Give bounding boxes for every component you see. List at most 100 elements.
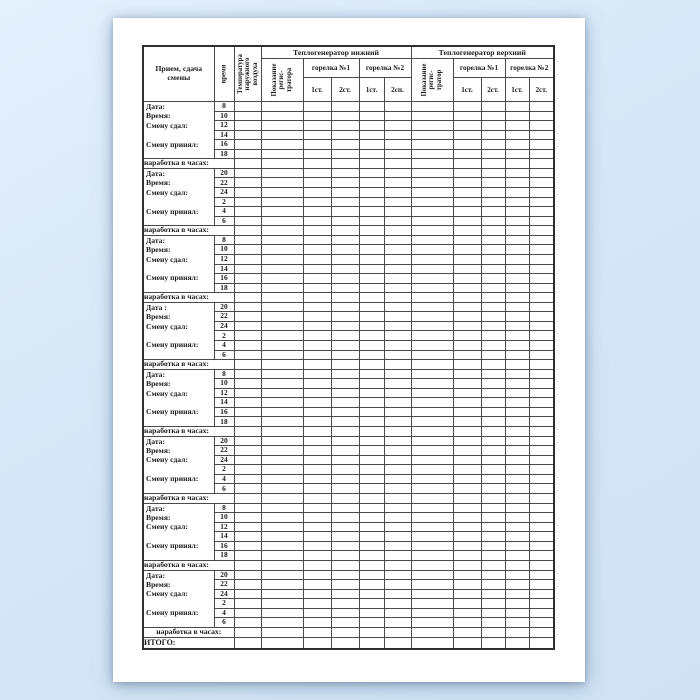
entry-cell (260, 512, 304, 523)
entry-cell (410, 129, 454, 141)
entry-cell (302, 406, 332, 418)
header-burner1-upper: горелка №1 (452, 58, 506, 78)
entry-cell (330, 493, 360, 504)
hour-cell: 12 (213, 521, 235, 533)
entry-cell (504, 483, 530, 495)
entry-cell (358, 301, 385, 313)
entry-cell (260, 378, 304, 389)
entry-cell (452, 177, 482, 189)
shift-data-row: 24 (143, 588, 555, 600)
entry-cell (260, 320, 304, 332)
shift-data-row: Дата: Время: Смену сдал: Смену принял: 8 (142, 100, 555, 160)
entry-cell (302, 148, 332, 160)
header-recorder-upper-label: Показание регис- тратор (420, 63, 443, 97)
entry-cell (410, 626, 454, 638)
entry-cell (260, 330, 304, 341)
entry-cell (330, 626, 360, 638)
entry-cell (480, 187, 506, 198)
entry-cell (480, 292, 506, 303)
entry-cell (410, 273, 454, 284)
hour-cell: 16 (213, 540, 235, 552)
entry-cell (233, 406, 262, 418)
shift-data-row: 12 (143, 253, 555, 265)
runtime-row: наработка в часах: (142, 359, 555, 370)
hour-cell: 8 (213, 502, 235, 514)
entry-cell (410, 359, 454, 370)
entry-cell (260, 607, 304, 619)
entry-cell (260, 617, 304, 628)
entry-cell (330, 148, 360, 160)
shift-line-label: Время: (146, 178, 171, 188)
hour-cell: 14 (213, 263, 235, 275)
entry-cell (330, 531, 360, 542)
entry-cell (480, 340, 506, 351)
hour-cell: 10 (213, 512, 235, 523)
entry-cell (480, 483, 506, 495)
entry-cell (330, 607, 360, 619)
entry-cell (233, 330, 262, 341)
entry-cell (480, 101, 506, 112)
entry-cell (383, 167, 412, 179)
runtime-row: наработка в часах: (142, 493, 555, 504)
entry-cell (302, 531, 332, 542)
entry-cell (410, 187, 454, 198)
entry-cell (452, 120, 482, 131)
entry-cell (452, 550, 482, 561)
entry-cell (480, 110, 506, 122)
entry-cell (233, 340, 262, 351)
shift-info-cell: Дата: Время: Смену сдал: Смену принял: (142, 502, 215, 561)
header-burner2-upper: горелка №2 (504, 58, 555, 78)
shift-data-row: 22 (143, 311, 555, 322)
entry-cell (302, 330, 332, 341)
entry-cell (528, 359, 555, 370)
entry-cell (302, 311, 332, 322)
entry-cell (528, 196, 555, 208)
entry-cell (260, 569, 304, 581)
entry-cell (383, 569, 412, 581)
entry-cell (480, 273, 506, 284)
entry-cell (452, 244, 482, 255)
entry-cell (383, 521, 412, 533)
entry-cell (358, 607, 385, 619)
entry-cell (233, 416, 262, 428)
entry-cell (358, 445, 385, 456)
entry-cell (330, 521, 360, 533)
entry-cell (452, 234, 482, 246)
entry-cell (233, 148, 262, 160)
entry-cell (302, 253, 332, 265)
entry-cell (528, 187, 555, 198)
entry-cell (302, 626, 332, 638)
entry-cell (358, 139, 385, 150)
entry-cell (452, 340, 482, 351)
entry-cell (383, 120, 412, 131)
entry-cell (452, 617, 482, 628)
entry-cell (504, 378, 530, 389)
entry-cell (302, 493, 332, 504)
entry-cell (504, 320, 530, 332)
entry-cell (302, 397, 332, 408)
shift-line-label (144, 398, 213, 407)
entry-cell (528, 464, 555, 475)
header-stage-cell: 2сп. (383, 77, 412, 102)
hour-cell: 2 (213, 196, 235, 208)
entry-cell (330, 435, 360, 447)
entry-cell (358, 473, 385, 485)
header-outdoor-temp-label: Температура наружного воздуха (236, 54, 259, 94)
entry-cell (504, 158, 530, 169)
entry-cell (383, 101, 412, 112)
entry-cell (480, 569, 506, 581)
entry-cell (302, 225, 332, 236)
entry-cell (528, 139, 555, 150)
shift-data-row: 18 (143, 550, 555, 561)
entry-cell (330, 368, 360, 380)
entry-cell (233, 311, 262, 322)
entry-cell (452, 626, 482, 638)
entry-cell (383, 387, 412, 399)
entry-cell (233, 177, 262, 189)
entry-cell (383, 540, 412, 552)
entry-cell (233, 378, 262, 389)
entry-cell (452, 301, 482, 313)
entry-cell (330, 617, 360, 628)
entry-cell (383, 292, 412, 303)
entry-cell (330, 292, 360, 303)
